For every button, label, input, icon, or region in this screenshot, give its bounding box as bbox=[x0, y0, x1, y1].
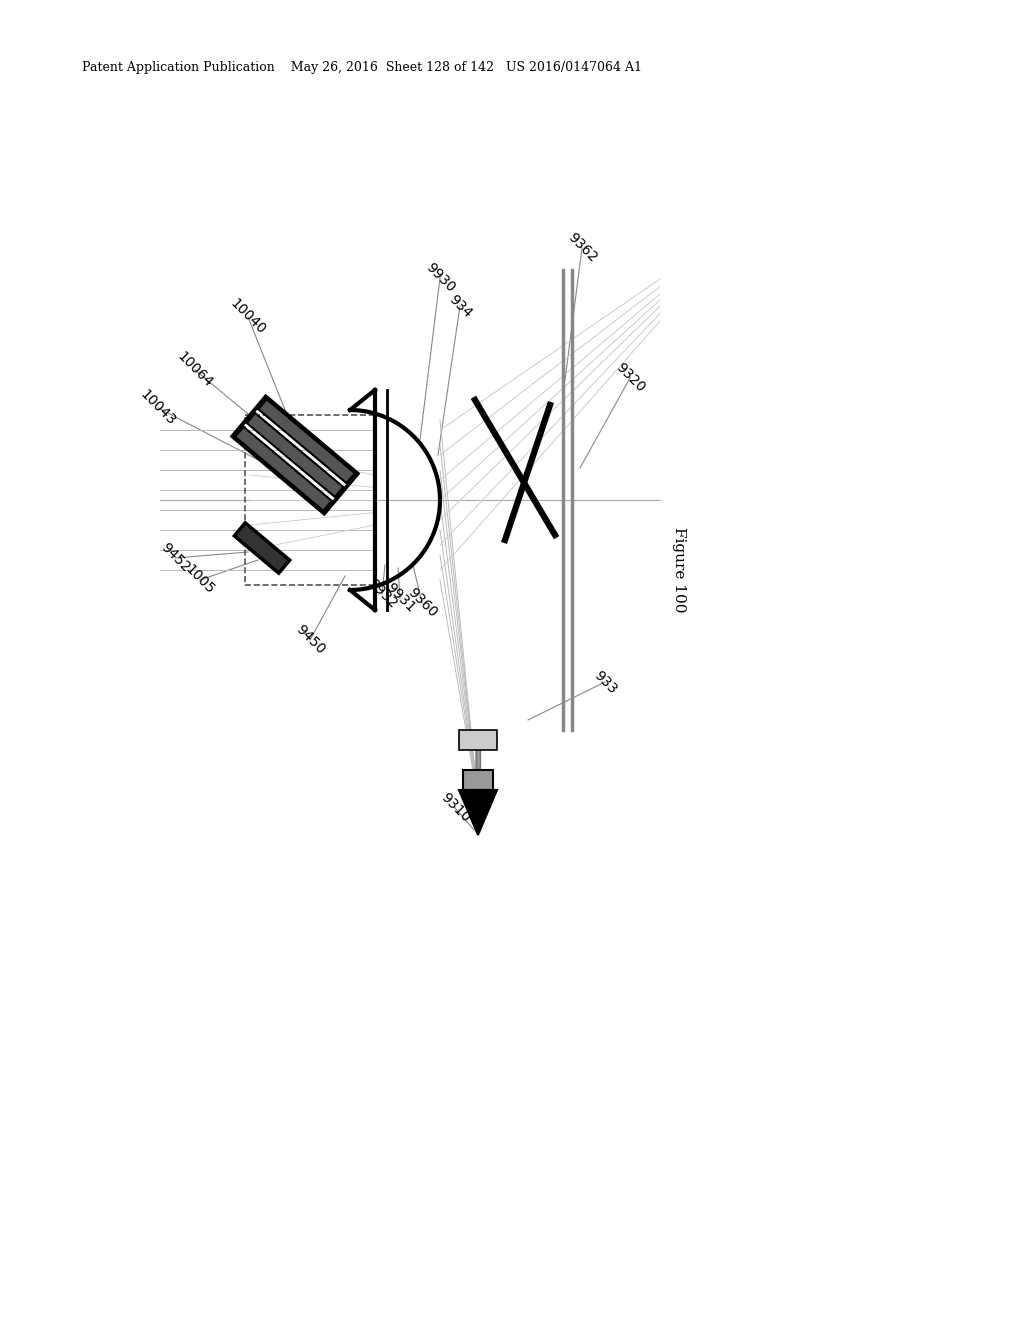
Text: 9930: 9930 bbox=[423, 260, 458, 296]
Text: 9362: 9362 bbox=[564, 231, 599, 265]
Text: 9320: 9320 bbox=[612, 360, 647, 396]
Polygon shape bbox=[258, 399, 354, 483]
Bar bbox=[459, 730, 497, 750]
Polygon shape bbox=[236, 426, 332, 511]
Text: 10040: 10040 bbox=[227, 297, 268, 338]
Text: 9450: 9450 bbox=[293, 623, 328, 657]
Text: 9932: 9932 bbox=[365, 577, 399, 611]
Text: 10064: 10064 bbox=[174, 350, 215, 391]
Text: Patent Application Publication    May 26, 2016  Sheet 128 of 142   US 2016/01470: Patent Application Publication May 26, 2… bbox=[82, 62, 642, 74]
Polygon shape bbox=[234, 523, 290, 573]
Polygon shape bbox=[247, 413, 343, 496]
Text: Figure 100: Figure 100 bbox=[672, 527, 686, 612]
Polygon shape bbox=[459, 789, 497, 836]
Text: 933: 933 bbox=[591, 668, 620, 696]
Text: 9310: 9310 bbox=[437, 791, 472, 825]
Text: 1005: 1005 bbox=[182, 562, 217, 598]
Text: 9360: 9360 bbox=[404, 586, 439, 620]
Text: 934: 934 bbox=[445, 292, 474, 321]
Text: 9452: 9452 bbox=[158, 541, 193, 576]
Text: 10043: 10043 bbox=[137, 388, 178, 429]
Bar bbox=[463, 770, 493, 789]
Text: 9931: 9931 bbox=[383, 581, 418, 615]
